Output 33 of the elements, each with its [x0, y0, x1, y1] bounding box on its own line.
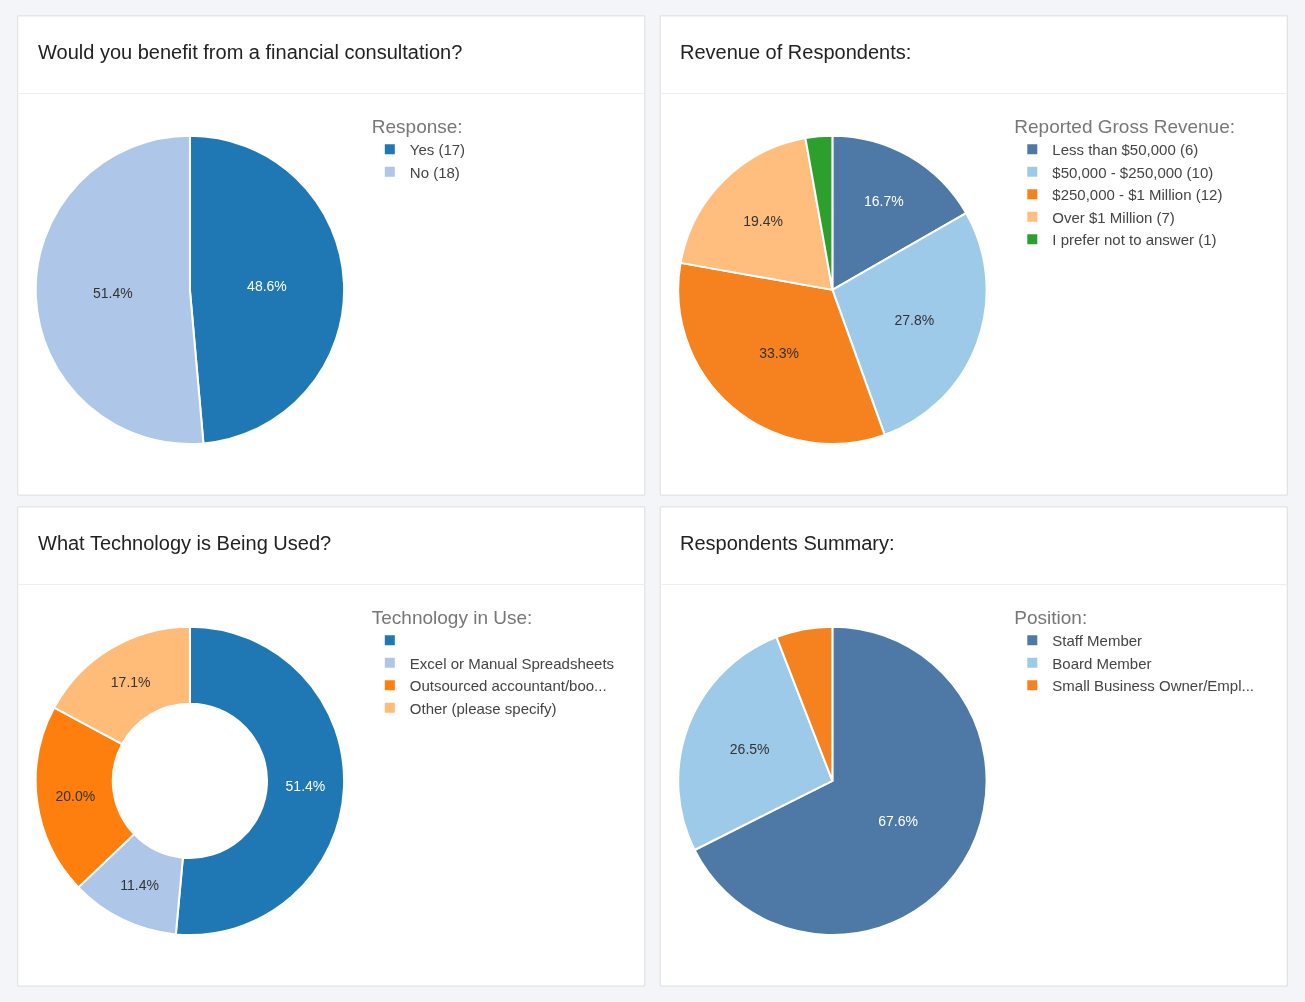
legend-title: Position:	[1014, 606, 1088, 628]
legend-label: $250,000 - $1 Million (12)	[1052, 186, 1223, 203]
data-label: 16.7%	[864, 192, 904, 209]
legend-title: Response:	[371, 115, 463, 137]
legend-label: Staff Member	[1052, 632, 1143, 649]
data-label: 17.1%	[110, 673, 151, 690]
data-label: 27.8%	[894, 311, 935, 328]
legend-label: Over $1 Million (7)	[1052, 208, 1175, 226]
legend-title: Reported Gross Revenue:	[1014, 115, 1236, 137]
data-label: 51.4%	[93, 285, 133, 302]
chart-title: What Technology is Being Used?	[38, 532, 332, 554]
legend-label: Outsourced accountant/boo...	[409, 677, 607, 694]
data-label: 11.4%	[120, 877, 159, 894]
data-label: 33.3%	[759, 345, 799, 362]
legend-title: Technology in Use:	[371, 606, 533, 628]
legend-label: I prefer not to answer (1)	[1052, 231, 1217, 248]
legend-label: Board Member	[1052, 654, 1152, 672]
legend-label: Small Business Owner/Empl...	[1052, 677, 1255, 694]
data-label: 48.6%	[247, 278, 287, 295]
data-label: 51.4%	[285, 778, 326, 795]
chart-title: Revenue of Respondents:	[680, 41, 912, 63]
chart-title: Respondents Summary:	[680, 532, 895, 554]
legend-label: Excel or Manual Spreadsheets	[409, 654, 615, 672]
legend-label: $50,000 - $250,000 (10)	[1052, 163, 1214, 181]
data-label: 20.0%	[55, 788, 96, 805]
data-label: 19.4%	[743, 212, 783, 229]
data-label: 26.5%	[729, 741, 770, 758]
chart-title: Would you benefit from a financial consultation?	[38, 41, 463, 63]
data-label: 67.6%	[878, 813, 918, 830]
legend-label: Other (please specify)	[409, 699, 557, 717]
legend-label: Less than $50,000 (6)	[1052, 141, 1199, 158]
legend-label: No (18)	[409, 163, 460, 181]
legend-label: Yes (17)	[409, 141, 466, 158]
